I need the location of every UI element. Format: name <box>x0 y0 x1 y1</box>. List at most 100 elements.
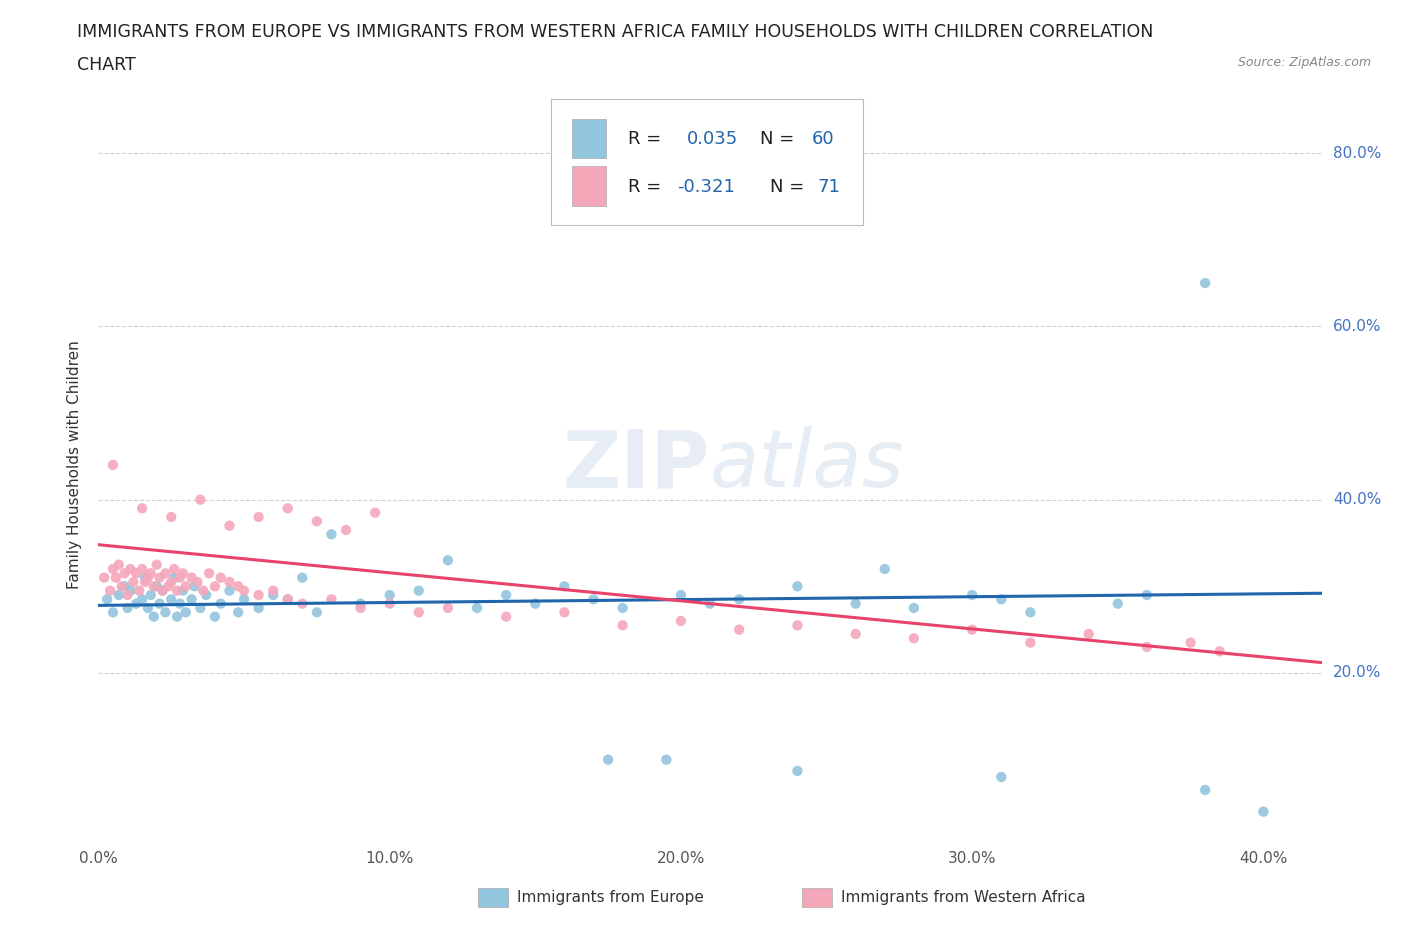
Point <box>180 570 202 585</box>
Point <box>408 604 430 619</box>
Point <box>960 588 983 603</box>
Point <box>1180 635 1202 650</box>
Point <box>786 764 808 778</box>
Point <box>152 583 174 598</box>
Point <box>465 601 488 616</box>
Point <box>145 557 167 572</box>
FancyBboxPatch shape <box>572 119 606 158</box>
Point <box>226 604 249 619</box>
Point <box>218 583 240 598</box>
Point <box>247 601 270 616</box>
Point <box>134 570 156 585</box>
Point <box>117 601 139 616</box>
Point <box>134 575 156 590</box>
Point <box>145 578 167 593</box>
Point <box>111 578 134 593</box>
Point <box>669 614 692 629</box>
Point <box>149 596 172 611</box>
Point <box>247 510 270 525</box>
Point <box>114 565 136 580</box>
Text: -0.321: -0.321 <box>678 179 735 196</box>
FancyBboxPatch shape <box>572 166 606 206</box>
Text: R =: R = <box>628 179 661 196</box>
Point <box>163 570 186 585</box>
Point <box>128 583 150 598</box>
Point <box>305 514 328 529</box>
Point <box>1194 782 1216 797</box>
Point <box>114 578 136 593</box>
Point <box>174 604 197 619</box>
Point <box>378 588 401 603</box>
Point <box>160 575 183 590</box>
Point <box>104 570 127 585</box>
Text: N =: N = <box>770 179 804 196</box>
Point <box>139 588 162 603</box>
Text: ZIP: ZIP <box>562 426 710 504</box>
Text: IMMIGRANTS FROM EUROPE VS IMMIGRANTS FROM WESTERN AFRICA FAMILY HOUSEHOLDS WITH : IMMIGRANTS FROM EUROPE VS IMMIGRANTS FRO… <box>77 23 1154 41</box>
Text: 40.0%: 40.0% <box>1333 492 1381 507</box>
Point <box>98 583 121 598</box>
Point <box>408 583 430 598</box>
Point <box>582 591 605 606</box>
Point <box>437 552 460 567</box>
Point <box>437 601 460 616</box>
Point <box>903 601 925 616</box>
Point <box>277 591 299 606</box>
Point <box>335 523 357 538</box>
Point <box>169 596 191 611</box>
Text: 0.035: 0.035 <box>686 129 738 148</box>
Point <box>1253 804 1275 819</box>
Text: atlas: atlas <box>710 426 905 504</box>
Point <box>321 527 343 542</box>
Point <box>193 583 215 598</box>
Point <box>149 570 172 585</box>
Point <box>1194 275 1216 290</box>
Text: 60.0%: 60.0% <box>1333 319 1381 334</box>
Point <box>1107 596 1129 611</box>
Text: Immigrants from Europe: Immigrants from Europe <box>517 890 703 905</box>
Point <box>349 601 371 616</box>
Point <box>125 565 148 580</box>
Point <box>321 591 343 606</box>
Point <box>101 562 124 577</box>
Point <box>188 601 212 616</box>
Point <box>122 575 145 590</box>
Point <box>117 588 139 603</box>
Point <box>233 583 256 598</box>
Point <box>786 618 808 632</box>
Point <box>1019 635 1042 650</box>
Point <box>120 562 142 577</box>
Point <box>131 591 153 606</box>
Point <box>553 604 575 619</box>
Point <box>172 583 194 598</box>
Point <box>142 609 165 624</box>
Point <box>291 596 314 611</box>
Point <box>612 618 634 632</box>
Point <box>188 492 212 507</box>
Point <box>262 583 284 598</box>
Point <box>990 769 1012 784</box>
Point <box>990 591 1012 606</box>
Point <box>183 578 205 593</box>
Point <box>845 596 868 611</box>
Point <box>553 578 575 593</box>
Point <box>163 562 186 577</box>
Point <box>180 591 202 606</box>
Point <box>108 588 131 603</box>
Point <box>218 575 240 590</box>
Text: Source: ZipAtlas.com: Source: ZipAtlas.com <box>1237 56 1371 69</box>
Point <box>131 501 153 516</box>
Y-axis label: Family Households with Children: Family Households with Children <box>67 340 83 590</box>
Point <box>291 570 314 585</box>
FancyBboxPatch shape <box>801 888 832 908</box>
Text: 60: 60 <box>811 129 834 148</box>
Point <box>364 505 387 520</box>
Point <box>960 622 983 637</box>
Point <box>1077 627 1099 642</box>
Text: CHART: CHART <box>77 56 136 73</box>
Point <box>786 578 808 593</box>
Point <box>120 583 142 598</box>
Point <box>204 609 226 624</box>
Point <box>155 604 177 619</box>
Text: 20.0%: 20.0% <box>1333 666 1381 681</box>
